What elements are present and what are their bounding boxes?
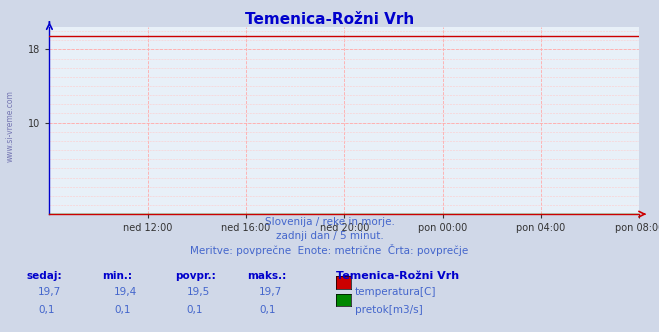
Text: Temenica-Rožni Vrh: Temenica-Rožni Vrh <box>336 271 459 281</box>
Text: 19,4: 19,4 <box>114 287 137 297</box>
Text: Slovenija / reke in morje.: Slovenija / reke in morje. <box>264 217 395 227</box>
Text: sedaj:: sedaj: <box>26 271 62 281</box>
Text: min.:: min.: <box>102 271 132 281</box>
Text: 0,1: 0,1 <box>114 305 130 315</box>
Text: 0,1: 0,1 <box>38 305 55 315</box>
Text: 19,7: 19,7 <box>38 287 61 297</box>
Text: www.si-vreme.com: www.si-vreme.com <box>5 90 14 162</box>
Text: Temenica-Rožni Vrh: Temenica-Rožni Vrh <box>245 12 414 27</box>
Text: 19,7: 19,7 <box>259 287 282 297</box>
Text: Meritve: povprečne  Enote: metrične  Črta: povprečje: Meritve: povprečne Enote: metrične Črta:… <box>190 244 469 256</box>
Text: 0,1: 0,1 <box>259 305 275 315</box>
Text: zadnji dan / 5 minut.: zadnji dan / 5 minut. <box>275 231 384 241</box>
Text: maks.:: maks.: <box>247 271 287 281</box>
Text: temperatura[C]: temperatura[C] <box>355 287 436 297</box>
Text: povpr.:: povpr.: <box>175 271 215 281</box>
Text: 0,1: 0,1 <box>186 305 203 315</box>
Text: pretok[m3/s]: pretok[m3/s] <box>355 305 422 315</box>
Text: 19,5: 19,5 <box>186 287 210 297</box>
